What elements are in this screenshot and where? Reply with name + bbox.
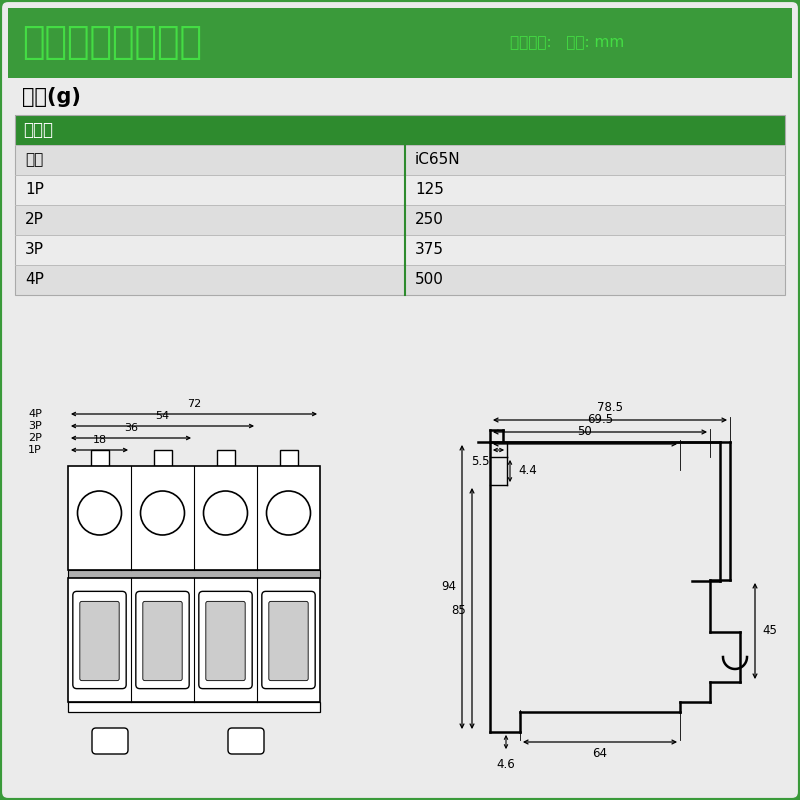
FancyBboxPatch shape <box>143 602 182 681</box>
Bar <box>15 235 785 265</box>
Text: 125: 125 <box>415 182 444 198</box>
Text: 85: 85 <box>451 603 466 617</box>
Bar <box>12 415 382 745</box>
Bar <box>279 450 298 466</box>
Text: 4.4: 4.4 <box>518 465 537 478</box>
Text: 375: 375 <box>415 242 444 258</box>
FancyBboxPatch shape <box>92 728 128 754</box>
Text: 250: 250 <box>415 213 444 227</box>
Text: 72: 72 <box>187 399 201 409</box>
Bar <box>68 570 320 578</box>
Text: 1P: 1P <box>25 182 44 198</box>
Bar <box>163 578 185 586</box>
Bar <box>90 450 109 466</box>
FancyBboxPatch shape <box>228 728 264 754</box>
Bar <box>15 265 785 295</box>
FancyBboxPatch shape <box>262 591 315 689</box>
Text: 类型: 类型 <box>25 153 43 167</box>
Text: 施耐德工业自动化: 施耐德工业自动化 <box>22 25 202 61</box>
Bar <box>15 115 785 145</box>
Text: 18: 18 <box>93 435 106 445</box>
FancyBboxPatch shape <box>80 602 119 681</box>
Circle shape <box>141 491 185 535</box>
Text: 36: 36 <box>124 423 138 433</box>
Bar <box>68 466 320 570</box>
Circle shape <box>203 491 247 535</box>
Text: 78.5: 78.5 <box>597 401 623 414</box>
Bar <box>68 702 320 712</box>
Text: 5.5: 5.5 <box>470 455 490 468</box>
Text: 50: 50 <box>578 425 592 438</box>
Text: 94: 94 <box>441 581 456 594</box>
FancyBboxPatch shape <box>73 591 126 689</box>
Text: 产品尺寸:   单位: mm: 产品尺寸: 单位: mm <box>510 35 624 50</box>
Text: 4.6: 4.6 <box>497 758 515 771</box>
Circle shape <box>266 491 310 535</box>
Text: 重量(g): 重量(g) <box>22 87 81 107</box>
Bar <box>154 450 171 466</box>
Bar <box>68 578 320 702</box>
Text: 4P: 4P <box>25 273 44 287</box>
FancyBboxPatch shape <box>269 602 308 681</box>
Bar <box>15 205 785 235</box>
FancyBboxPatch shape <box>206 602 245 681</box>
Text: 45: 45 <box>762 625 777 638</box>
Bar <box>15 115 785 295</box>
Text: 2P: 2P <box>28 433 42 443</box>
Text: 64: 64 <box>593 747 607 760</box>
Bar <box>15 145 785 175</box>
Circle shape <box>78 491 122 535</box>
Text: 500: 500 <box>415 273 444 287</box>
FancyBboxPatch shape <box>199 591 252 689</box>
Text: 4P: 4P <box>28 409 42 419</box>
Text: 3P: 3P <box>25 242 44 258</box>
Text: 3P: 3P <box>28 421 42 431</box>
Text: iC65N: iC65N <box>415 153 461 167</box>
Bar <box>8 8 792 78</box>
Text: 1P: 1P <box>28 445 42 455</box>
Bar <box>217 450 234 466</box>
Text: 断路器: 断路器 <box>23 121 53 139</box>
Text: 54: 54 <box>155 411 170 421</box>
Bar <box>15 175 785 205</box>
Text: 2P: 2P <box>25 213 44 227</box>
Text: 69.5: 69.5 <box>587 413 613 426</box>
FancyBboxPatch shape <box>136 591 189 689</box>
